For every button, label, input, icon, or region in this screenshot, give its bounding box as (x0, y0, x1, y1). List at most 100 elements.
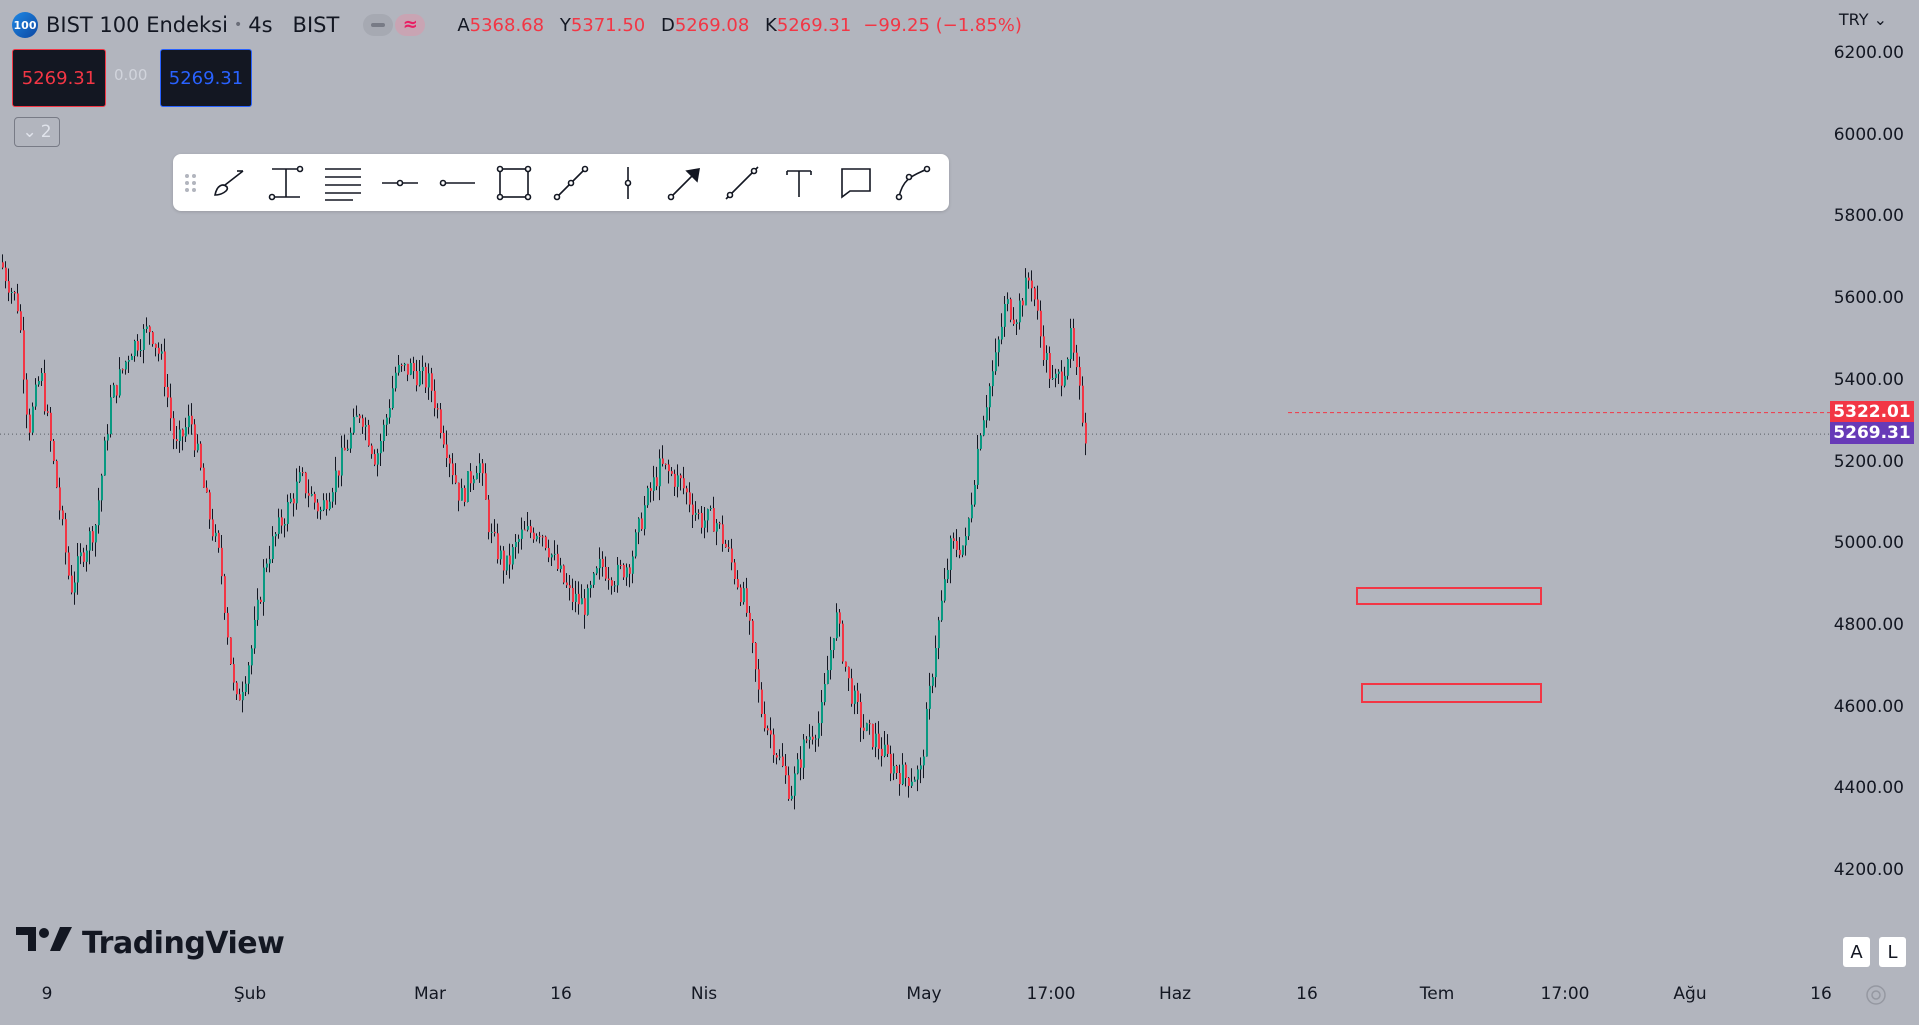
candle-body (266, 563, 268, 568)
drawn-rectangle-upper[interactable] (1356, 587, 1542, 605)
candle-body (1082, 385, 1084, 423)
candle-body (938, 620, 940, 649)
candle-body (1055, 373, 1057, 379)
candle-body (41, 373, 43, 382)
candle-body (719, 523, 721, 525)
vertical-line-icon[interactable] (608, 163, 648, 203)
candle-body (98, 500, 100, 526)
candle-body (404, 363, 406, 366)
candle-body (362, 418, 364, 427)
candle-body (299, 472, 301, 482)
candle-body (884, 744, 886, 756)
text-icon[interactable] (779, 163, 819, 203)
candle-body (542, 536, 544, 538)
candle-body (11, 291, 13, 293)
candle-body (278, 517, 280, 534)
currency-selector[interactable]: TRY ⌄ (1839, 10, 1887, 29)
candle-body (1043, 336, 1045, 360)
candle-body (1031, 280, 1033, 289)
candle-body (110, 397, 112, 435)
drag-handle-icon[interactable] (181, 163, 201, 203)
log-scale-button[interactable]: L (1879, 937, 1906, 967)
candle-body (227, 612, 229, 638)
candle-body (131, 356, 133, 361)
candle-body (230, 637, 232, 665)
candle-body (434, 390, 436, 409)
candle-body (701, 513, 703, 528)
candle-body (749, 612, 751, 621)
horizontal-ray-icon[interactable] (380, 163, 420, 203)
rectangle-icon[interactable] (494, 163, 534, 203)
candle-body (365, 424, 367, 427)
candle-body (428, 373, 430, 388)
callout-icon[interactable] (836, 163, 876, 203)
candle-body (134, 340, 136, 357)
candle-body (422, 366, 424, 371)
symbol-logo-icon: 100 (12, 12, 38, 38)
candle-body (545, 536, 547, 549)
brush-icon[interactable] (209, 163, 249, 203)
symbol-header[interactable]: 100 BIST 100 Endeksi • 4s BIST ≈ A5368.6… (12, 10, 1022, 40)
candle-body (1013, 319, 1015, 324)
candle-body (869, 723, 871, 725)
candle-body (944, 579, 946, 601)
candle-body (1010, 299, 1012, 320)
candle-body (554, 553, 556, 555)
time-tick-label: Tem (1419, 984, 1455, 1004)
candle-body (437, 408, 439, 410)
path-icon[interactable] (893, 163, 933, 203)
auto-scale-button[interactable]: A (1843, 937, 1870, 967)
candle-body (353, 416, 355, 433)
buy-button[interactable]: 5269.31 (160, 49, 252, 107)
ray-icon[interactable] (722, 163, 762, 203)
candle-body (950, 538, 952, 570)
candle-body (410, 363, 412, 375)
candle-body (803, 739, 805, 768)
time-tick-label: 16 (1810, 984, 1832, 1004)
candle-body (350, 432, 352, 449)
drawing-toolbar[interactable] (173, 154, 949, 211)
interval-label[interactable]: 4s (248, 13, 273, 37)
candle-body (896, 766, 898, 774)
candle-body (356, 415, 358, 417)
candle-body (692, 504, 694, 515)
candle-body (641, 518, 643, 530)
candle-body (323, 500, 325, 510)
candle-body (926, 708, 928, 757)
candle-body (494, 531, 496, 534)
candle-body (245, 683, 247, 692)
candle-body (962, 545, 964, 555)
fib-retracement-icon[interactable] (323, 163, 363, 203)
price-tick-label: 5800.00 (1833, 206, 1904, 227)
candle-body (965, 536, 967, 546)
sell-button[interactable]: 5269.31 (12, 49, 106, 107)
candle-body (329, 501, 331, 510)
candle-body (95, 525, 97, 543)
trend-line-icon[interactable] (551, 163, 591, 203)
candle-body (977, 448, 979, 485)
tradingview-logo[interactable]: TradingView (16, 925, 285, 961)
measure-icon[interactable] (266, 163, 306, 203)
time-tick-label: Haz (1158, 984, 1192, 1004)
indicators-collapse-button[interactable]: ⌄ 2 (14, 117, 60, 147)
wave-icon[interactable]: ≈ (395, 14, 426, 36)
candle-body (980, 435, 982, 449)
symbol-name[interactable]: BIST 100 Endeksi (46, 13, 228, 37)
candle-body (401, 364, 403, 366)
candle-body (1049, 353, 1051, 379)
arrow-icon[interactable] (665, 163, 705, 203)
horizontal-line-icon[interactable] (437, 163, 477, 203)
candle-body (203, 467, 205, 488)
indicator-toggle-pill[interactable]: ≈ (363, 14, 426, 36)
drawn-rectangle-lower[interactable] (1361, 683, 1542, 703)
candle-body (899, 773, 901, 785)
candle-body (893, 766, 895, 774)
settings-icon[interactable] (1864, 983, 1888, 1007)
price-tick-label: 4200.00 (1833, 860, 1904, 880)
candle-body (167, 386, 169, 398)
visibility-toggle-icon[interactable] (363, 14, 394, 36)
candle-body (146, 326, 148, 329)
chevron-down-icon: ⌄ (1873, 10, 1887, 29)
candle-body (920, 765, 922, 770)
